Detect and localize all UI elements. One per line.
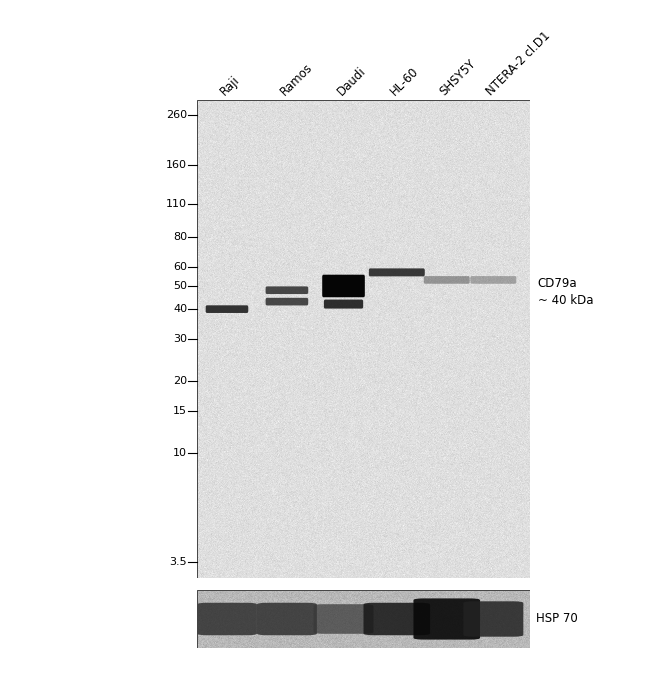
Text: 50: 50 — [173, 281, 187, 291]
FancyBboxPatch shape — [313, 604, 374, 634]
FancyBboxPatch shape — [266, 298, 308, 306]
Text: HL-60: HL-60 — [387, 64, 421, 98]
FancyBboxPatch shape — [463, 601, 523, 637]
FancyBboxPatch shape — [324, 300, 363, 308]
FancyBboxPatch shape — [322, 275, 365, 298]
Text: SHSY5Y: SHSY5Y — [437, 57, 478, 98]
Text: 3.5: 3.5 — [170, 557, 187, 567]
Text: Ramos: Ramos — [278, 61, 315, 98]
FancyBboxPatch shape — [369, 268, 424, 276]
Text: 80: 80 — [173, 232, 187, 242]
Text: 15: 15 — [173, 406, 187, 416]
FancyBboxPatch shape — [266, 287, 308, 294]
Text: NTERA-2 cl.D1: NTERA-2 cl.D1 — [484, 29, 553, 98]
FancyBboxPatch shape — [363, 603, 430, 635]
Text: 160: 160 — [166, 160, 187, 170]
FancyBboxPatch shape — [257, 603, 317, 635]
Text: 30: 30 — [173, 334, 187, 344]
FancyBboxPatch shape — [424, 276, 470, 284]
Text: 110: 110 — [166, 199, 187, 209]
Text: 10: 10 — [173, 448, 187, 458]
FancyBboxPatch shape — [197, 603, 257, 635]
FancyBboxPatch shape — [205, 305, 248, 313]
Text: Daudi: Daudi — [334, 64, 368, 98]
Text: 260: 260 — [166, 110, 187, 120]
Text: 40: 40 — [173, 304, 187, 314]
Text: Raji: Raji — [218, 73, 242, 98]
FancyBboxPatch shape — [471, 276, 516, 284]
Text: 20: 20 — [173, 376, 187, 386]
Text: CD79a
~ 40 kDa: CD79a ~ 40 kDa — [538, 278, 593, 307]
Text: HSP 70: HSP 70 — [536, 612, 578, 625]
FancyBboxPatch shape — [413, 598, 480, 640]
Text: 60: 60 — [173, 262, 187, 272]
